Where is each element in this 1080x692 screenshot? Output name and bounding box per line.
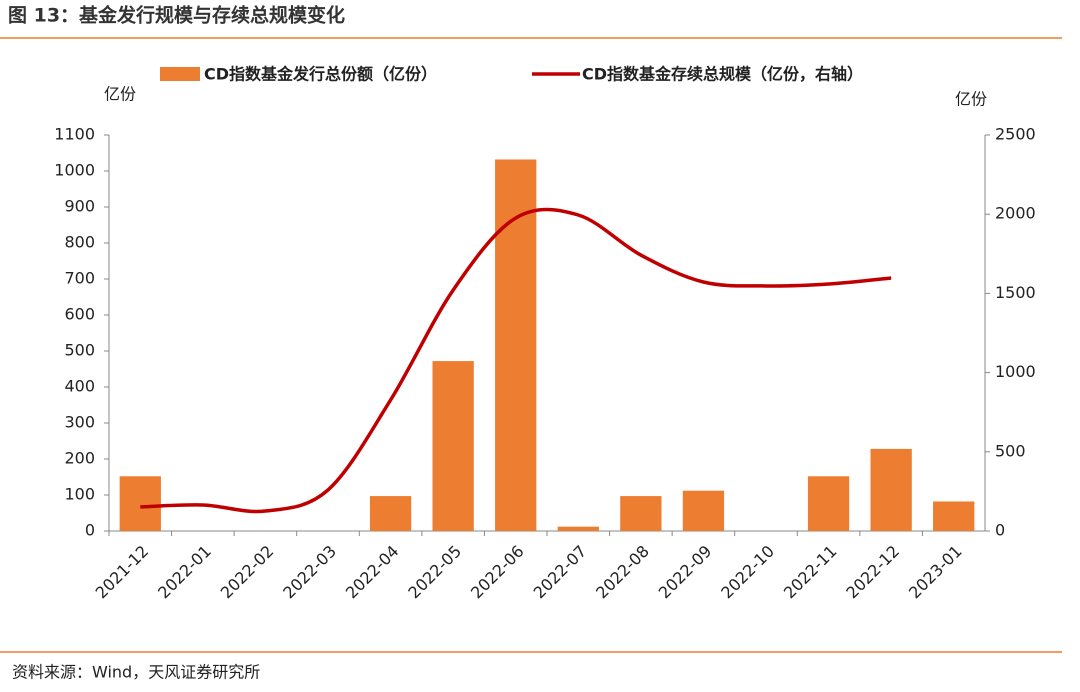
chart-title: 图 13：基金发行规模与存续总规模变化 [8, 4, 345, 27]
y-tick-label: 100 [64, 485, 95, 504]
x-tick-label: 2022-09 [655, 542, 716, 603]
legend-swatch [160, 67, 200, 81]
y-tick-label: 1000 [54, 161, 95, 180]
x-tick-label: 2023-01 [905, 542, 966, 603]
x-tick-label: 2022-03 [279, 542, 340, 603]
line [140, 207, 892, 514]
y-tick-label: 800 [64, 233, 95, 252]
y-tick-label: 1100 [54, 125, 95, 144]
source: 资料来源：Wind，天风证券研究所 [12, 663, 260, 682]
y2-tick-label: 2000 [995, 204, 1036, 223]
x-tick-label: 2022-02 [217, 542, 278, 603]
y2-tick-label: 500 [995, 441, 1026, 460]
bar [432, 361, 474, 531]
y-tick-label: 200 [64, 449, 95, 468]
y-tick-label: 600 [64, 305, 95, 324]
bar [807, 476, 850, 531]
y-tick-label: 700 [64, 269, 95, 288]
y2-axis-label: 亿份 [955, 90, 987, 109]
bar [495, 159, 537, 532]
bar [369, 496, 412, 531]
x-tick-label: 2022-08 [592, 542, 653, 603]
x-tick-label: 2021-12 [92, 542, 153, 603]
x-tick-label: 2022-05 [404, 542, 465, 603]
bar [933, 501, 975, 531]
bar [682, 490, 725, 531]
legend-label: CD指数基金存续总规模（亿份，右轴） [582, 65, 863, 84]
y2-tick-label: 2500 [995, 125, 1036, 144]
y2-tick-label: 0 [995, 521, 1005, 540]
y-tick-label: 900 [64, 197, 95, 216]
x-tick-label: 2022-11 [780, 542, 841, 603]
x-tick-label: 2022-06 [467, 542, 528, 603]
bar [119, 476, 161, 531]
y2-tick-label: 1000 [995, 362, 1036, 381]
x-tick-label: 2022-12 [842, 542, 903, 603]
y-axis-label: 亿份 [104, 85, 136, 104]
x-tick-label: 2022-01 [154, 542, 215, 603]
bar [620, 496, 662, 531]
y-tick-label: 0 [85, 521, 95, 540]
bar [557, 526, 599, 531]
bar [870, 448, 912, 531]
y-tick-label: 400 [64, 377, 95, 396]
y-tick-label: 300 [64, 413, 95, 432]
x-tick-label: 2022-07 [530, 542, 591, 603]
x-tick-label: 2022-10 [717, 542, 778, 603]
x-tick-label: 2022-04 [342, 542, 403, 603]
y2-tick-label: 1500 [995, 283, 1036, 302]
y-tick-label: 500 [64, 341, 95, 360]
legend-label: CD指数基金发行总份额（亿份） [204, 65, 437, 84]
